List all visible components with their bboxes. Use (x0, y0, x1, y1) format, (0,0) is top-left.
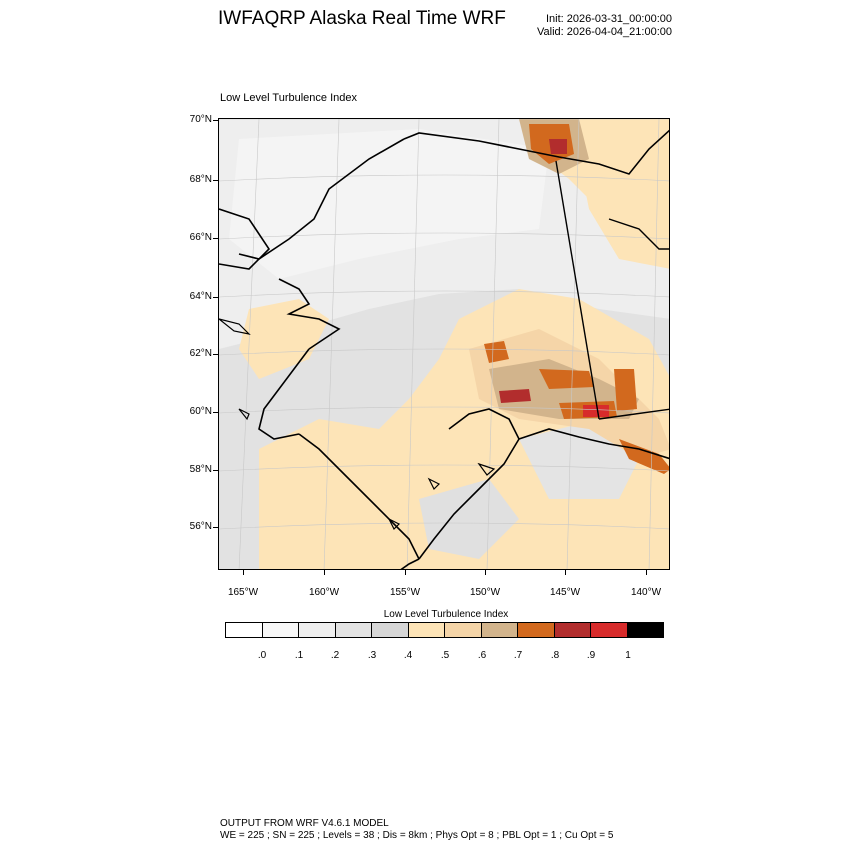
lat-label-66: 66°N (189, 232, 212, 243)
plot-title: Low Level Turbulence Index (220, 92, 357, 104)
lat-label-58: 58°N (189, 464, 212, 475)
lon-label-150: 150°W (469, 587, 501, 598)
core-mid-3 (499, 389, 531, 403)
map-canvas (219, 119, 669, 569)
lon-tick (646, 570, 647, 575)
colorbar-label-5: .5 (440, 650, 450, 661)
turbulence-map (218, 118, 670, 570)
gray-patch-south (419, 479, 519, 559)
colorbar-label-1: .1 (294, 650, 304, 661)
islands (219, 318, 496, 531)
lon-label-160: 160°W (308, 587, 340, 598)
footer-model: OUTPUT FROM WRF V4.6.1 MODEL (220, 818, 389, 829)
lat-tick (213, 120, 218, 121)
colorbar-label-8: .8 (550, 650, 560, 661)
colorbar-swatch (262, 623, 299, 637)
coastline (219, 129, 669, 569)
colorbar-label-0: .0 (257, 650, 267, 661)
core-north-red (549, 139, 567, 154)
lat-tick (213, 412, 218, 413)
lightest-field (229, 129, 549, 279)
lon-label-145: 145°W (549, 587, 581, 598)
colorbar-label-9: .9 (586, 650, 596, 661)
colorbar-label-2: .2 (330, 650, 340, 661)
field-west (239, 299, 329, 379)
border-line (555, 160, 600, 420)
lon-tick (405, 570, 406, 575)
colorbar-swatch (372, 623, 409, 637)
lat-label-60: 60°N (189, 406, 212, 417)
lon-label-165: 165°W (227, 587, 259, 598)
colorbar-swatch (335, 623, 372, 637)
border-line-north (608, 218, 669, 250)
colorbar-swatch (627, 623, 663, 637)
lat-tick (213, 297, 218, 298)
lon-label-140: 140°W (630, 587, 662, 598)
lat-tick (213, 470, 218, 471)
colorbar-swatch (518, 623, 555, 637)
colorbar-label-3: .3 (367, 650, 377, 661)
border-line-east (598, 408, 669, 420)
colorbar-swatch (299, 623, 336, 637)
colorbar-swatch (481, 623, 518, 637)
core-mid-2 (539, 369, 594, 389)
lon-tick (243, 570, 244, 575)
lat-label-64: 64°N (189, 291, 212, 302)
colorbar-label-4: .4 (403, 650, 413, 661)
colorbar-label-7: .7 (513, 650, 523, 661)
colorbar-swatch (445, 623, 482, 637)
lat-label-62: 62°N (189, 348, 212, 359)
core-mid-1 (484, 341, 509, 363)
lat-tick (213, 527, 218, 528)
core-east (614, 369, 637, 411)
colorbar-label-10: 1 (625, 650, 631, 661)
core-mid-red (583, 405, 609, 417)
colorbar-label-6: .6 (477, 650, 487, 661)
main-title: IWFAQRP Alaska Real Time WRF (218, 8, 506, 29)
colorbar-swatch (554, 623, 591, 637)
colorbar (225, 622, 664, 638)
colorbar-swatch (408, 623, 445, 637)
colorbar-swatch (226, 623, 263, 637)
lat-label-70: 70°N (189, 114, 212, 125)
footer-config: WE = 225 ; SN = 225 ; Levels = 38 ; Dis … (220, 830, 614, 841)
lat-tick (213, 180, 218, 181)
lon-tick (324, 570, 325, 575)
colorbar-swatch (591, 623, 628, 637)
lat-label-68: 68°N (189, 174, 212, 185)
lat-label-56: 56°N (189, 521, 212, 532)
valid-time: Valid: 2026-04-04_21:00:00 (537, 26, 672, 38)
lon-tick (565, 570, 566, 575)
lat-tick (213, 354, 218, 355)
lon-label-155: 155°W (389, 587, 421, 598)
field-east (579, 159, 669, 269)
graticule (219, 119, 669, 569)
init-time: Init: 2026-03-31_00:00:00 (546, 13, 672, 25)
colorbar-title: Low Level Turbulence Index (383, 609, 509, 620)
lat-tick (213, 238, 218, 239)
lon-tick (485, 570, 486, 575)
